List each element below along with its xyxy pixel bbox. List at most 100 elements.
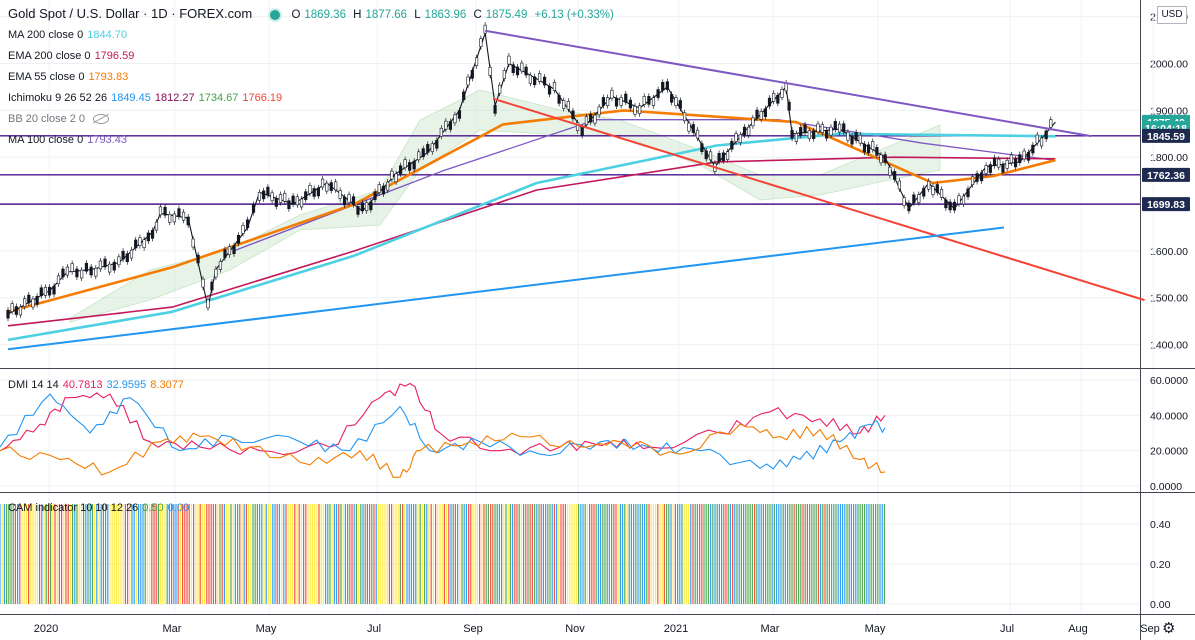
candle-body — [381, 185, 386, 195]
indicator-legend-row[interactable]: EMA 55 close 0 1793.83 — [8, 71, 132, 83]
cam-legend[interactable]: CAM indicator 10 10 12 26 0.50 0.00 — [8, 502, 193, 514]
candle-body — [426, 144, 430, 153]
candle-body — [10, 303, 14, 312]
candle-body — [218, 261, 223, 270]
candle-body — [837, 123, 842, 133]
candle-body — [403, 159, 407, 168]
candle-body — [717, 153, 721, 162]
price-tag — [1142, 167, 1190, 182]
candle-body — [98, 260, 102, 270]
price-tag-label: 1762.36 — [1147, 170, 1185, 182]
candle-body — [767, 97, 772, 107]
candle-body — [850, 135, 854, 145]
candle-body — [846, 131, 850, 141]
candle-body — [589, 113, 593, 123]
candle-body — [790, 130, 794, 139]
candle-body — [70, 263, 74, 272]
candle-body — [191, 238, 195, 248]
candle-body — [842, 123, 846, 133]
candle-body — [329, 182, 333, 191]
ema200-line — [7, 156, 1056, 327]
candle-body — [154, 221, 159, 231]
settings-gear-icon[interactable]: ⚙ — [1162, 620, 1176, 637]
cam-y-tick-label: 0.00 — [1150, 599, 1171, 611]
candle-body — [479, 38, 483, 47]
candle-body — [232, 245, 236, 255]
x-tick-label: Mar — [163, 623, 182, 635]
candle-body — [142, 239, 146, 249]
indicator-value: 32.9595 — [106, 379, 147, 391]
candle-body — [763, 108, 767, 118]
candle-body — [547, 85, 552, 95]
y-tick-label: 2000.00 — [1150, 59, 1188, 71]
candle-body — [266, 186, 270, 196]
candle-body — [787, 101, 791, 111]
candle-body — [651, 97, 656, 107]
indicator-legend-row[interactable]: MA 100 close 0 1793.43 — [8, 134, 131, 146]
indicator-value: 8.3077 — [150, 379, 184, 391]
dmi-legend[interactable]: DMI 14 14 40.7813 32.9595 8.3077 — [8, 379, 188, 391]
candle-body — [287, 200, 291, 210]
candle-body — [907, 202, 911, 212]
candle-body — [803, 124, 807, 134]
candle-body — [342, 196, 347, 206]
x-tick-label: Jul — [367, 623, 381, 635]
candle-body — [674, 97, 678, 106]
ohlc-readout: O 1869.36 H 1877.66 L 1863.96 C 1875.49 +6.1… — [291, 9, 614, 21]
y-tick-label: 1600.00 — [1150, 246, 1188, 258]
candle-body — [125, 253, 129, 262]
candle-body — [274, 198, 278, 207]
indicator-legend-row[interactable]: MA 200 close 0 1844.70 — [8, 29, 131, 41]
candle-body — [448, 121, 452, 130]
candle-body — [421, 148, 425, 158]
candle-body — [862, 143, 867, 153]
indicator-label: Ichimoku 9 26 52 26 — [8, 92, 108, 104]
candle-body — [94, 267, 98, 277]
candle-body — [922, 187, 926, 197]
candle-body — [799, 127, 803, 136]
candle-body — [1039, 137, 1044, 147]
hidden-eye-icon[interactable] — [93, 114, 110, 125]
candle-body — [661, 82, 665, 91]
candle-body — [944, 199, 948, 209]
x-tick-label: Sep — [1140, 623, 1160, 635]
candle-body — [262, 190, 266, 200]
candle-body — [89, 266, 93, 276]
candle-body — [708, 151, 713, 161]
price-tag — [1142, 128, 1190, 143]
candle-body — [742, 126, 747, 136]
indicator-legend-row[interactable]: EMA 200 close 0 1796.59 — [8, 50, 138, 62]
candle-body — [138, 237, 142, 246]
candle-body — [360, 202, 365, 212]
ichimoku-cloud — [69, 89, 941, 323]
candle-body — [377, 184, 381, 193]
currency-button[interactable]: USD — [1157, 6, 1187, 24]
candle-body — [347, 194, 351, 203]
candle-body — [498, 84, 502, 94]
candle-body — [883, 154, 887, 163]
indicator-label: BB 20 close 2 0 — [8, 113, 86, 125]
candle-body — [866, 144, 871, 154]
indicator-value: 0.00 — [167, 502, 190, 514]
candle-body — [6, 309, 10, 319]
candle-body — [730, 140, 734, 150]
candle-body — [970, 176, 975, 186]
candle-body — [511, 64, 515, 73]
candle-body — [638, 105, 642, 115]
candle-body — [488, 67, 492, 76]
candle-body — [399, 165, 403, 175]
indicator-legend-row[interactable]: Ichimoku 9 26 52 26 1849.45 1812.27 1734.67… — [8, 92, 286, 104]
candle-body — [961, 195, 966, 205]
candle-body — [524, 66, 528, 76]
candle-body — [439, 127, 443, 137]
indicator-legend-row[interactable]: BB 20 close 2 0 — [8, 113, 113, 125]
candle-body — [75, 268, 79, 278]
candle-body — [759, 111, 763, 120]
candle-body — [457, 110, 462, 119]
candle-body — [270, 192, 274, 202]
candle-body — [687, 122, 691, 132]
candle-body — [1026, 152, 1031, 161]
candle-body — [112, 261, 116, 271]
candle-body — [807, 130, 811, 139]
